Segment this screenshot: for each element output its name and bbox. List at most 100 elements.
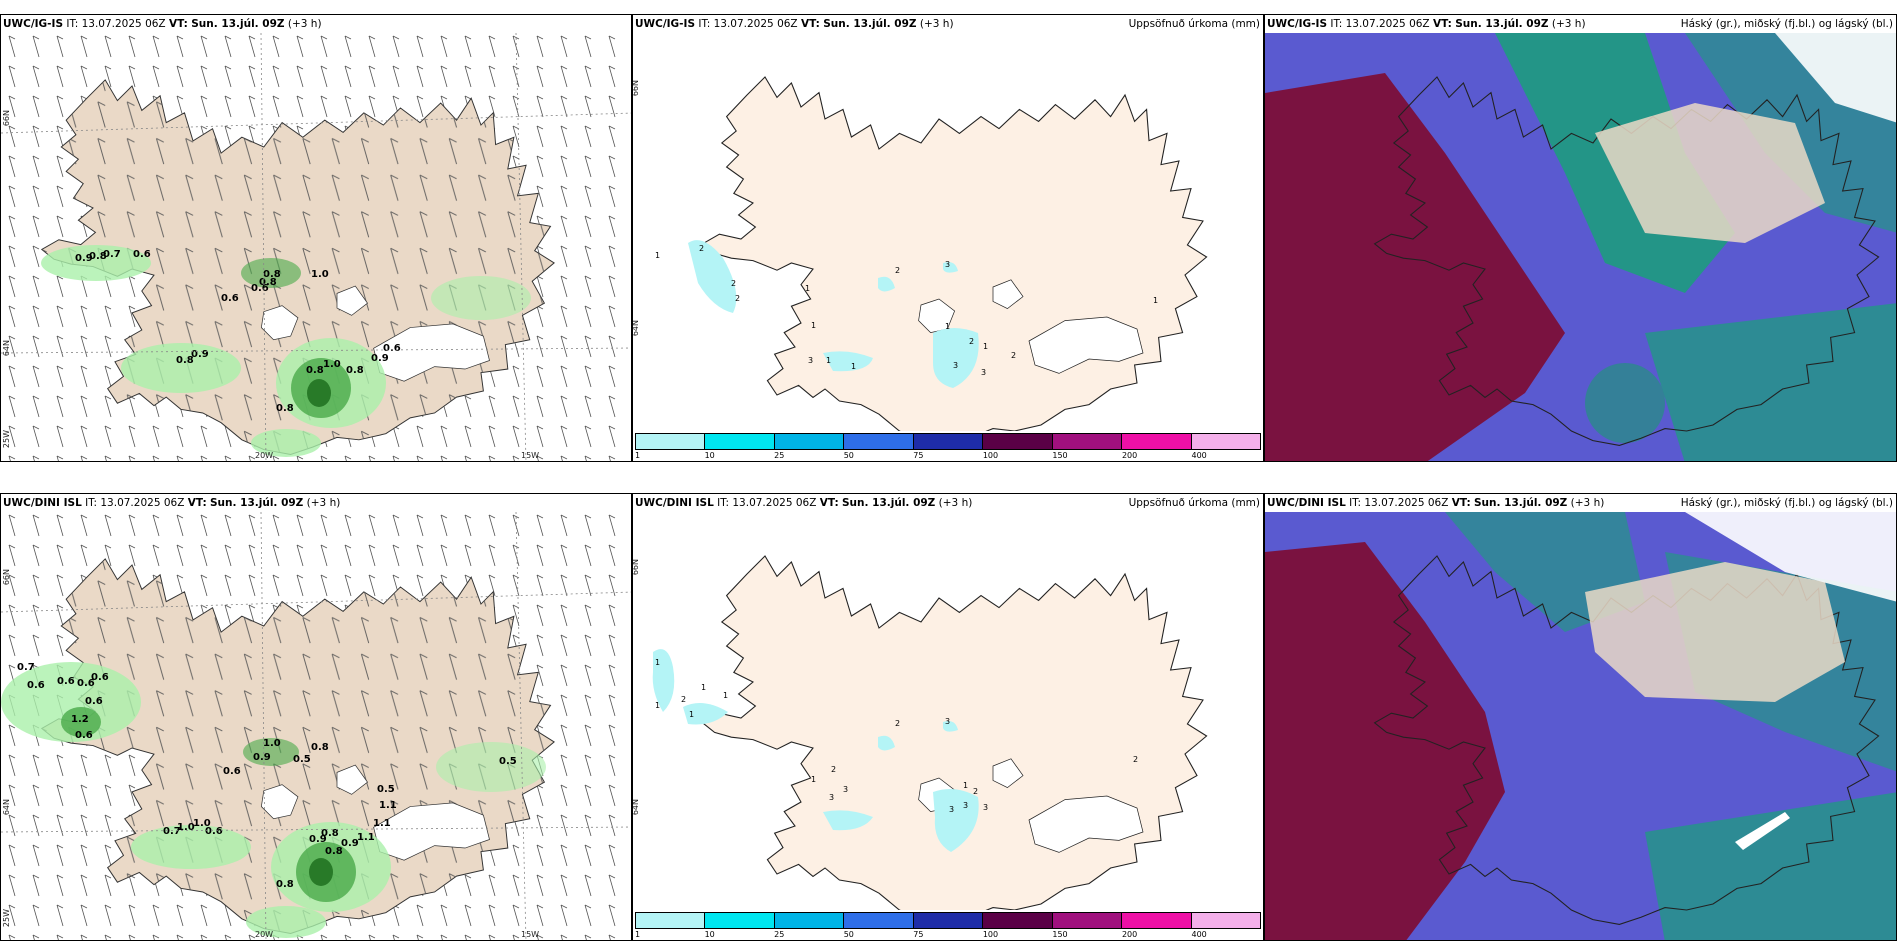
precip-label: 3 (808, 356, 813, 365)
precip-label: 1.1 (379, 800, 397, 811)
panel-dini-accum-precip: UWC/DINI ISL IT: 13.07.2025 06Z VT: Sun.… (632, 493, 1264, 941)
precip-value-labels: 1 2 2 1 2 2 3 1 1 3 1 3 2 1 3 1 2 1 (655, 244, 1158, 377)
precip-label: 3 (983, 803, 988, 812)
colorbar-swatch (983, 434, 1053, 449)
precip-value-labels: 0.7 0.6 0.6 0.6 0.6 0.6 1.2 0.6 1.0 0.9 … (17, 662, 517, 890)
colorbar-swatch (705, 434, 775, 449)
precip-label: 0.8 (276, 403, 294, 414)
colorbar-label: 400 (1191, 930, 1207, 939)
precip-label: 0.8 (306, 365, 324, 376)
precip-label: 2 (735, 294, 740, 303)
lon-label-20: 20W (255, 930, 274, 939)
precip-label: 1 (811, 321, 816, 330)
panel-igis-accum-precip: UWC/IG-IS IT: 13.07.2025 06Z VT: Sun. 13… (632, 14, 1264, 462)
precip-areas (688, 240, 979, 388)
precip-label: 0.7 (17, 662, 35, 673)
wind-precip-map: 0.7 0.6 0.6 0.6 0.6 0.6 1.2 0.6 1.0 0.9 … (1, 512, 631, 940)
precip-label: 0.9 (371, 353, 389, 364)
colorbar-swatch (983, 913, 1053, 928)
panel-header: UWC/IG-IS IT: 13.07.2025 06Z VT: Sun. 13… (1267, 18, 1586, 30)
precip-label: 2 (973, 787, 978, 796)
colorbar-swatch (1052, 913, 1123, 928)
colorbar-label: 150 (1052, 451, 1068, 460)
colorbar-swatch (913, 434, 984, 449)
colorbar-label: 1 (635, 930, 641, 939)
precip-label: 0.8 (176, 355, 194, 366)
precip-label: 3 (843, 785, 848, 794)
precip-label: 1 (826, 356, 831, 365)
precip-areas (652, 649, 979, 852)
panel-igis-clouds: UWC/IG-IS IT: 13.07.2025 06Z VT: Sun. 13… (1264, 14, 1897, 462)
precip-label: 0.6 (383, 343, 401, 354)
precip-label: 0.5 (377, 784, 395, 795)
colorbar-label: 50 (843, 930, 854, 939)
precip-areas (1, 662, 546, 938)
precip-label: 0.6 (27, 680, 45, 691)
colorbar-swatch (774, 434, 845, 449)
precip-label: 0.8 (276, 879, 294, 890)
panel-title: Uppsöfnuð úrkoma (mm) (1128, 497, 1260, 509)
colorbar-label: 100 (982, 451, 999, 460)
colorbar-swatch (1191, 434, 1260, 449)
precip-label: 3 (829, 793, 834, 802)
lat-label-66: 66N (2, 110, 11, 127)
colorbar-label: 25 (774, 451, 785, 460)
accum-precip-map: 1 2 2 1 2 2 3 1 1 3 1 3 2 1 3 1 2 1 (655, 76, 1208, 433)
panel-header: UWC/DINI ISL IT: 13.07.2025 06Z VT: Sun.… (3, 497, 341, 509)
lon-label-20: 20W (255, 451, 274, 460)
precip-label: 0.6 (77, 678, 95, 689)
precip-label: 2 (895, 719, 900, 728)
precip-label: 0.9 (253, 752, 271, 763)
colorbar-swatch (844, 434, 914, 449)
lon-label-25: 25W (2, 430, 11, 449)
precip-label: 1 (655, 701, 660, 710)
precip-label: 0.6 (91, 672, 109, 683)
precip-colorbar: 1 10 25 50 75 100 150 200 400 (633, 431, 1263, 461)
colorbar-label: 75 (913, 930, 924, 939)
precip-label: 1.0 (323, 359, 341, 370)
colorbar-swatch (705, 913, 775, 928)
colorbar-label: 25 (774, 930, 785, 939)
colorbar-label: 50 (843, 451, 854, 460)
precip-label: 1 (655, 658, 660, 667)
precip-label: 1.0 (193, 818, 211, 829)
precip-label: 0.5 (499, 756, 517, 767)
panel-title: Háský (gr.), miðský (fj.bl.) og lágský (… (1680, 497, 1893, 509)
precip-label: 2 (681, 695, 686, 704)
colorbar-label: 10 (704, 930, 715, 939)
colorbar-label: 75 (913, 451, 924, 460)
precip-label: 1 (963, 781, 968, 790)
precip-label: 3 (949, 805, 954, 814)
panel-header: UWC/DINI ISL IT: 13.07.2025 06Z VT: Sun.… (635, 497, 973, 509)
lon-label-15: 15W (521, 930, 540, 939)
precip-label: 0.9 (341, 838, 359, 849)
precip-label: 0.6 (133, 249, 151, 260)
precip-label: 1 (1153, 296, 1158, 305)
lat-label-64: 64N (2, 799, 11, 816)
precip-label: 0.8 (325, 846, 343, 857)
colorbar-swatch (1052, 434, 1123, 449)
colorbar-label: 200 (1121, 451, 1138, 460)
lat-label-66: 66N (2, 569, 11, 586)
precip-label: 1.0 (177, 822, 195, 833)
panel-title: Uppsöfnuð úrkoma (mm) (1128, 18, 1260, 30)
precip-label: 0.8 (263, 269, 281, 280)
precip-label: 2 (1133, 755, 1138, 764)
precip-label: 2 (969, 337, 974, 346)
lat-label-66: 66N (632, 559, 640, 576)
precip-label: 1 (983, 342, 988, 351)
precip-label: 0.8 (346, 365, 364, 376)
precip-areas (41, 245, 531, 457)
precip-label: 1 (701, 683, 706, 692)
precip-label: 1.1 (373, 818, 391, 829)
precip-label: 3 (953, 361, 958, 370)
colorbar-label: 100 (982, 930, 999, 939)
precip-label: 3 (945, 260, 950, 269)
precip-label: 2 (895, 266, 900, 275)
lat-label-66: 66N (632, 80, 640, 97)
colorbar-swatch (636, 434, 706, 449)
precip-label: 0.7 (163, 826, 181, 837)
precip-label: 2 (731, 279, 736, 288)
precip-label: 0.6 (75, 730, 93, 741)
panel-title: Háský (gr.), miðský (fj.bl.) og lágský (… (1680, 18, 1893, 30)
